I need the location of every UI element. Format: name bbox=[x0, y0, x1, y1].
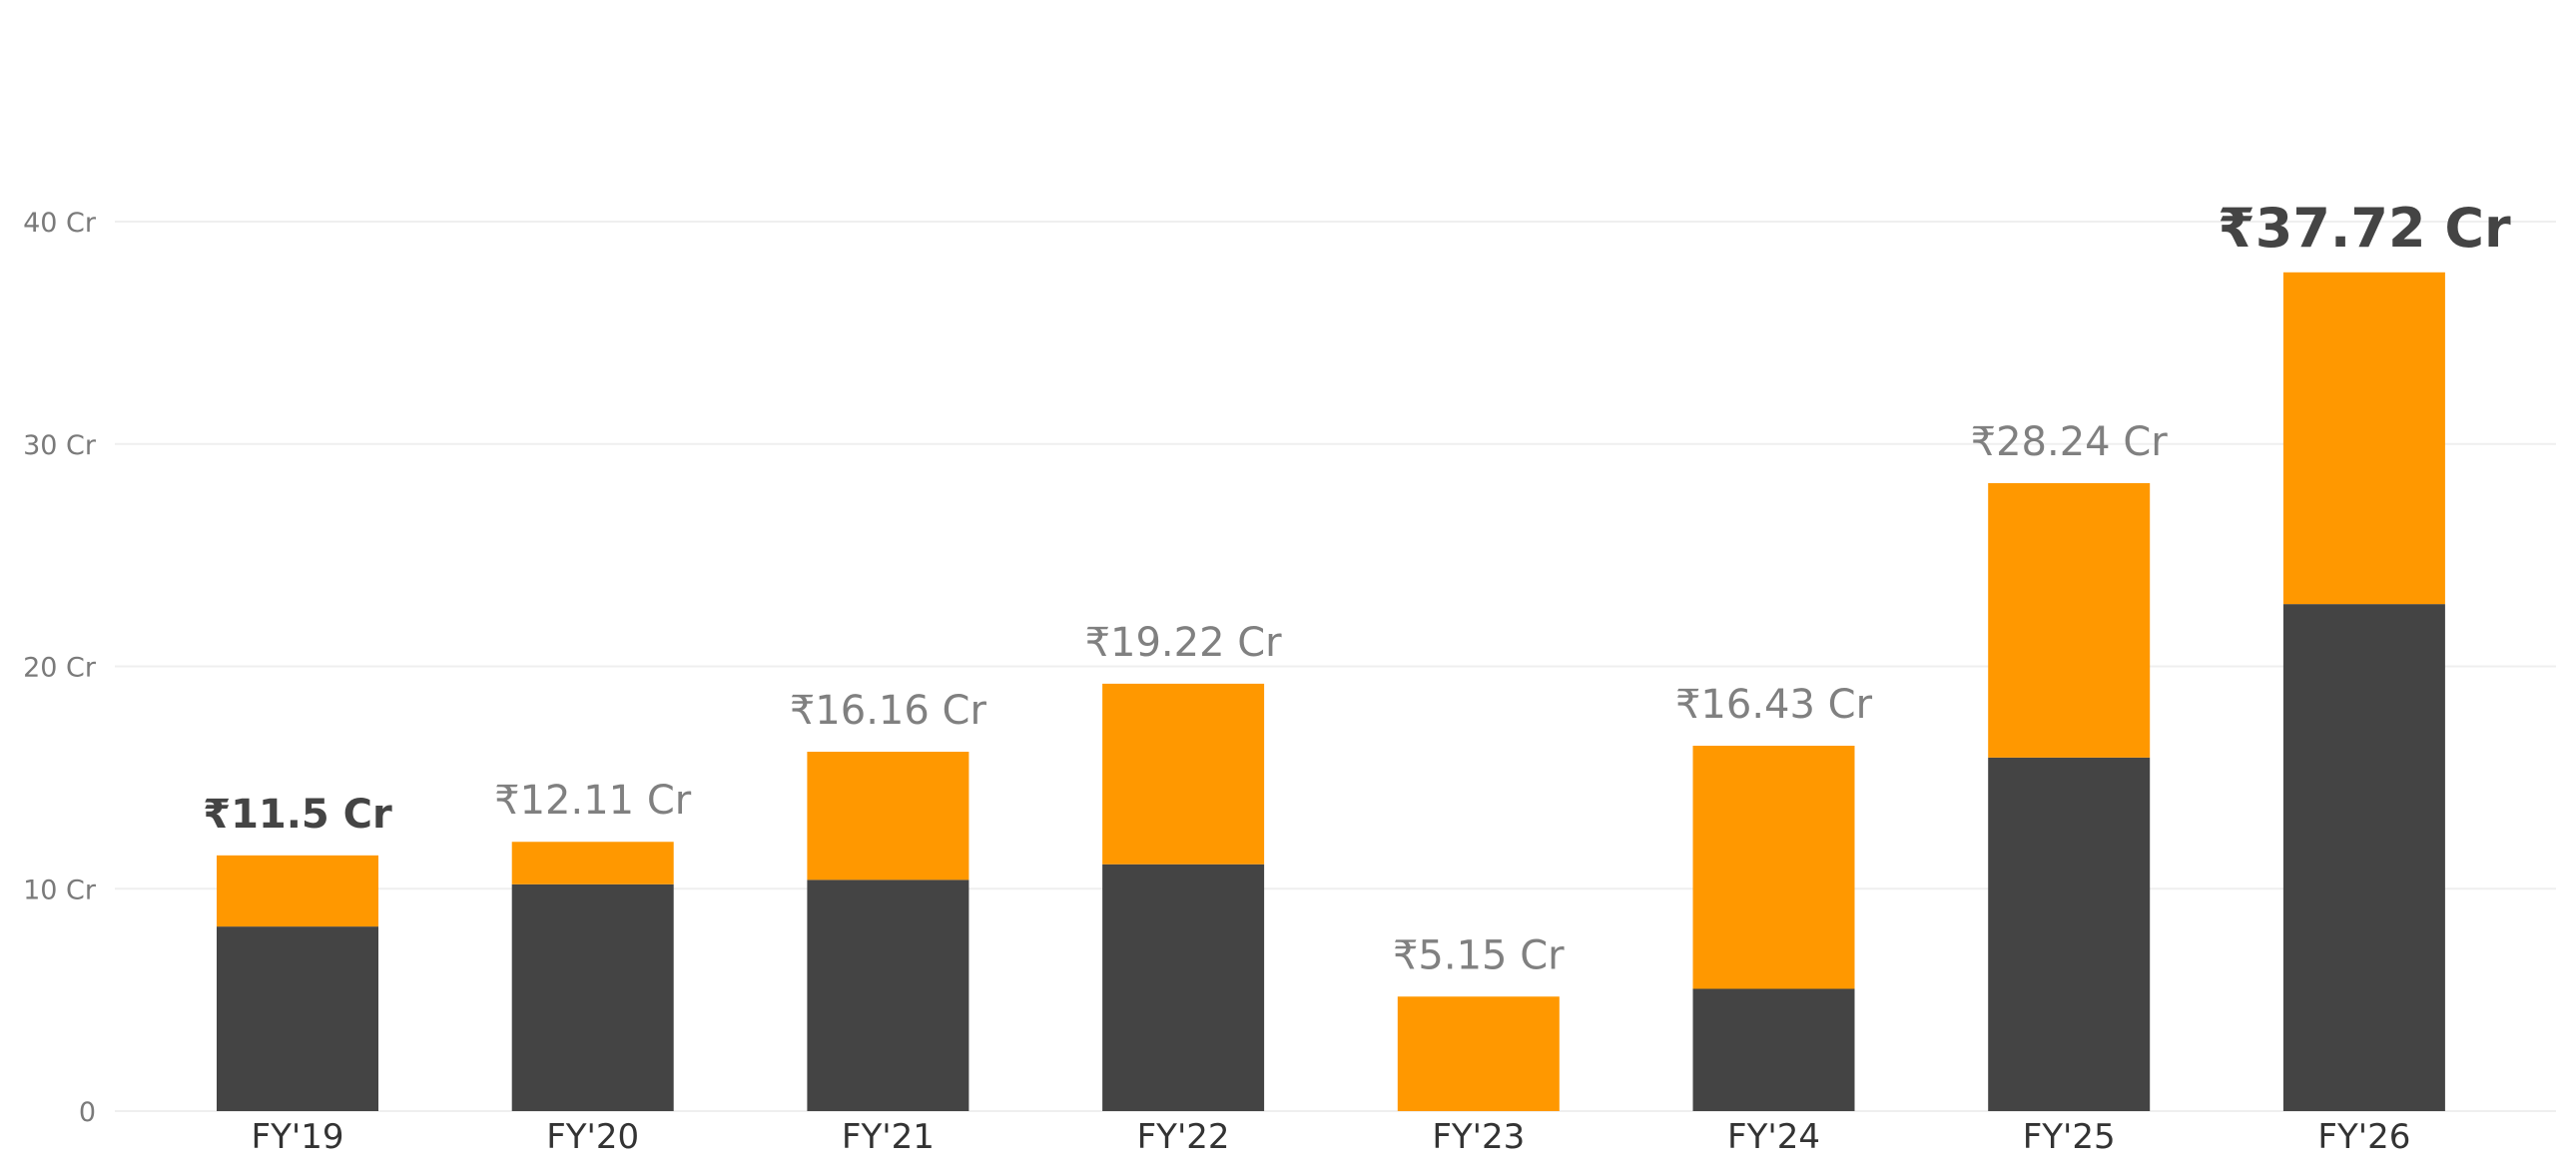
bar-segment bbox=[511, 883, 674, 1111]
bar-segment bbox=[1102, 683, 1265, 865]
y-tick-label: 40 Cr bbox=[23, 208, 97, 239]
x-tick-label: FY'21 bbox=[842, 1117, 935, 1157]
total-labels: ₹11.5 Cr ₹12.11 Cr ₹16.16 Cr ₹19.22 Cr ₹5.15… bbox=[203, 197, 2511, 978]
bar-segment bbox=[1102, 864, 1265, 1111]
x-axis-ticks: FY'19 FY'20 FY'21 FY'22 FY'23 FY'24 FY'25 FY'26 bbox=[252, 1117, 2411, 1157]
total-value-label: ₹37.72 Cr bbox=[2218, 197, 2511, 260]
total-value-label: ₹5.15 Cr bbox=[1393, 932, 1565, 978]
bar-segment bbox=[1988, 757, 2151, 1111]
x-tick-label: FY'19 bbox=[252, 1117, 344, 1157]
y-tick-label: 10 Cr bbox=[23, 875, 97, 905]
bar-segment bbox=[1692, 988, 1855, 1111]
bar-segment bbox=[2282, 604, 2445, 1111]
x-tick-label: FY'22 bbox=[1137, 1117, 1230, 1157]
x-tick-label: FY'26 bbox=[2317, 1117, 2410, 1157]
total-value-label: ₹19.22 Cr bbox=[1085, 620, 1283, 666]
y-tick-label: 30 Cr bbox=[23, 430, 97, 461]
total-value-label: ₹11.5 Cr bbox=[203, 792, 392, 838]
bar-segment bbox=[807, 880, 969, 1111]
bar-segment bbox=[807, 752, 969, 881]
bar-segment bbox=[217, 855, 378, 927]
x-tick-label: FY'24 bbox=[1727, 1117, 1820, 1157]
x-tick-label: FY'23 bbox=[1432, 1117, 1525, 1157]
bars bbox=[217, 272, 2445, 1111]
x-tick-label: FY'20 bbox=[546, 1117, 639, 1157]
bar-segment bbox=[1988, 482, 2151, 758]
x-tick-label: FY'25 bbox=[2023, 1117, 2116, 1157]
bar-segment bbox=[217, 926, 378, 1111]
total-value-label: ₹12.11 Cr bbox=[494, 778, 692, 824]
total-value-label: ₹28.24 Cr bbox=[1971, 419, 2169, 465]
gridlines bbox=[115, 221, 2556, 1112]
y-axis-ticks: 0 10 Cr 20 Cr 30 Cr 40 Cr bbox=[23, 208, 97, 1128]
bar-segment bbox=[1692, 746, 1855, 989]
y-tick-label: 0 bbox=[79, 1097, 96, 1128]
y-tick-label: 20 Cr bbox=[23, 653, 97, 684]
bar-segment bbox=[2282, 272, 2445, 605]
total-value-label: ₹16.16 Cr bbox=[790, 688, 987, 734]
total-value-label: ₹16.43 Cr bbox=[1675, 682, 1873, 728]
bar-segment bbox=[511, 842, 674, 884]
bar-segment bbox=[1397, 996, 1560, 1111]
